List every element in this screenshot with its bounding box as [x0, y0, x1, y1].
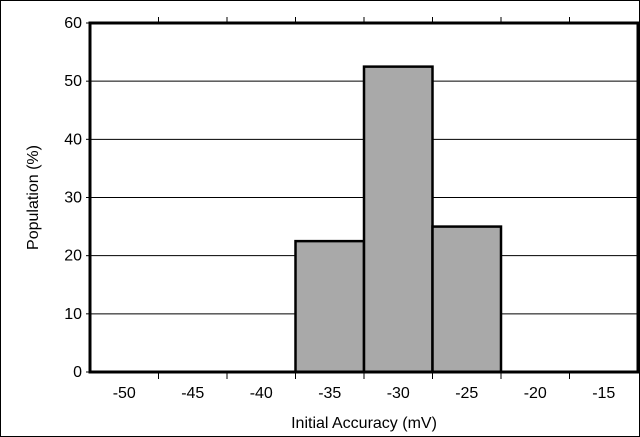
x-tick-labels: -50 -45 -40 -35 -30 -25 -20 -15: [113, 385, 616, 402]
y-tick-label: 10: [64, 306, 82, 323]
y-tick-labels: 0 10 20 30 40 50 60: [64, 15, 82, 381]
y-axis-title: Population (%): [25, 145, 42, 250]
x-tick-label: -35: [318, 385, 341, 402]
x-tick-label: -45: [181, 385, 204, 402]
x-tick-label: -20: [524, 385, 547, 402]
plot-area-border: [88, 21, 640, 374]
y-tick-label: 40: [64, 131, 82, 148]
histogram-bar: [362, 65, 434, 374]
y-tick-label: 30: [64, 190, 82, 207]
bars: [294, 65, 503, 374]
x-tick-label: -30: [387, 385, 410, 402]
x-axis-title: Initial Accuracy (mV): [291, 415, 437, 432]
histogram-bar: [431, 225, 503, 374]
y-tick-label: 60: [64, 15, 82, 32]
x-tick-label: -15: [592, 385, 615, 402]
y-tick-label: 0: [73, 364, 82, 381]
x-tick-label: -50: [113, 385, 136, 402]
y-tick-label: 20: [64, 248, 82, 265]
histogram-bar: [294, 239, 366, 374]
x-tick-label: -25: [455, 385, 478, 402]
y-tick-label: 50: [64, 73, 82, 90]
x-tick-label: -40: [250, 385, 273, 402]
